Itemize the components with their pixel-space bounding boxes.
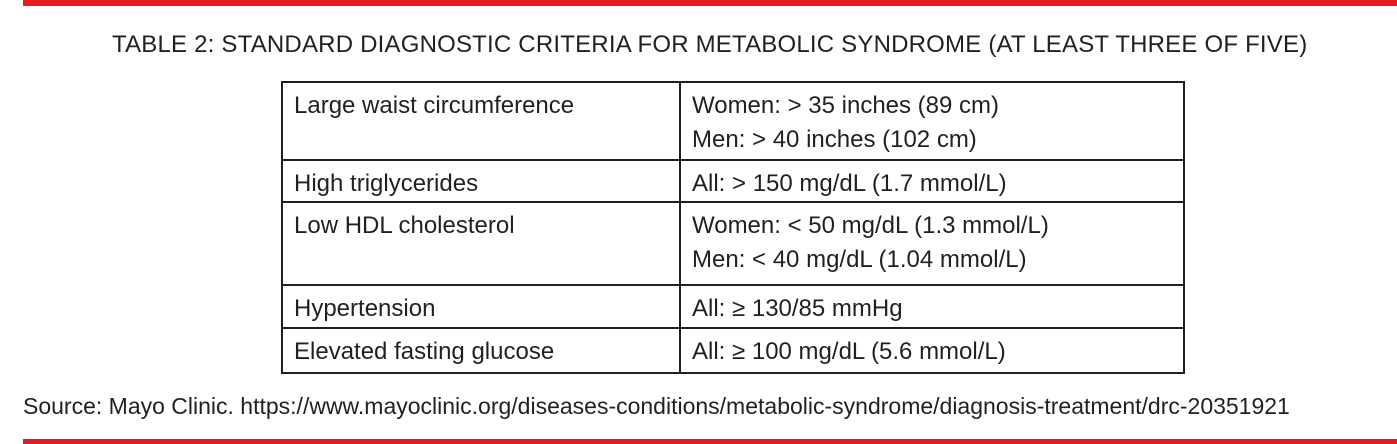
table-row: Low HDL cholesterol Women: < 50 mg/dL (1… xyxy=(281,201,1185,286)
table-row: Hypertension All: ≥ 130/85 mmHg xyxy=(281,284,1185,329)
threshold-value: Men: > 40 inches (102 cm) xyxy=(692,126,977,153)
table-row: High triglycerides All: > 150 mg/dL (1.7… xyxy=(281,159,1185,203)
criterion-label: Hypertension xyxy=(294,295,436,322)
threshold-value: Men: < 40 mg/dL (1.04 mmol/L) xyxy=(692,246,1027,273)
threshold-value: Women: < 50 mg/dL (1.3 mmol/L) xyxy=(692,212,1049,239)
threshold-cell: All: ≥ 100 mg/dL (5.6 mmol/L) xyxy=(679,327,1185,374)
criterion-label: Elevated fasting glucose xyxy=(294,338,555,365)
threshold-value: All: ≥ 100 mg/dL (5.6 mmol/L) xyxy=(692,338,1006,365)
threshold-value: Women: > 35 inches (89 cm) xyxy=(692,92,1000,119)
table-row: Large waist circumference Women: > 35 in… xyxy=(281,81,1185,161)
threshold-cell: All: ≥ 130/85 mmHg xyxy=(679,284,1185,329)
criterion-cell: High triglycerides xyxy=(281,159,681,203)
table-title: TABLE 2: STANDARD DIAGNOSTIC CRITERIA FO… xyxy=(112,31,1308,58)
criterion-cell: Elevated fasting glucose xyxy=(281,327,681,374)
criterion-label: High triglycerides xyxy=(294,170,479,197)
top-accent-rule xyxy=(23,0,1397,6)
threshold-value: All: > 150 mg/dL (1.7 mmol/L) xyxy=(692,170,1007,197)
criterion-cell: Large waist circumference xyxy=(281,81,681,161)
criterion-label: Large waist circumference xyxy=(294,92,575,119)
criterion-cell: Hypertension xyxy=(281,284,681,329)
bottom-accent-rule xyxy=(23,439,1397,444)
threshold-value: All: ≥ 130/85 mmHg xyxy=(692,295,903,322)
threshold-cell: All: > 150 mg/dL (1.7 mmol/L) xyxy=(679,159,1185,203)
threshold-cell: Women: > 35 inches (89 cm) Men: > 40 inc… xyxy=(679,81,1185,161)
threshold-cell: Women: < 50 mg/dL (1.3 mmol/L) Men: < 40… xyxy=(679,201,1185,286)
criterion-label: Low HDL cholesterol xyxy=(294,212,515,239)
table-row: Elevated fasting glucose All: ≥ 100 mg/d… xyxy=(281,327,1185,374)
source-citation: Source: Mayo Clinic. https://www.mayocli… xyxy=(23,393,1290,419)
criteria-table: Large waist circumference Women: > 35 in… xyxy=(281,81,1185,374)
criterion-cell: Low HDL cholesterol xyxy=(281,201,681,286)
